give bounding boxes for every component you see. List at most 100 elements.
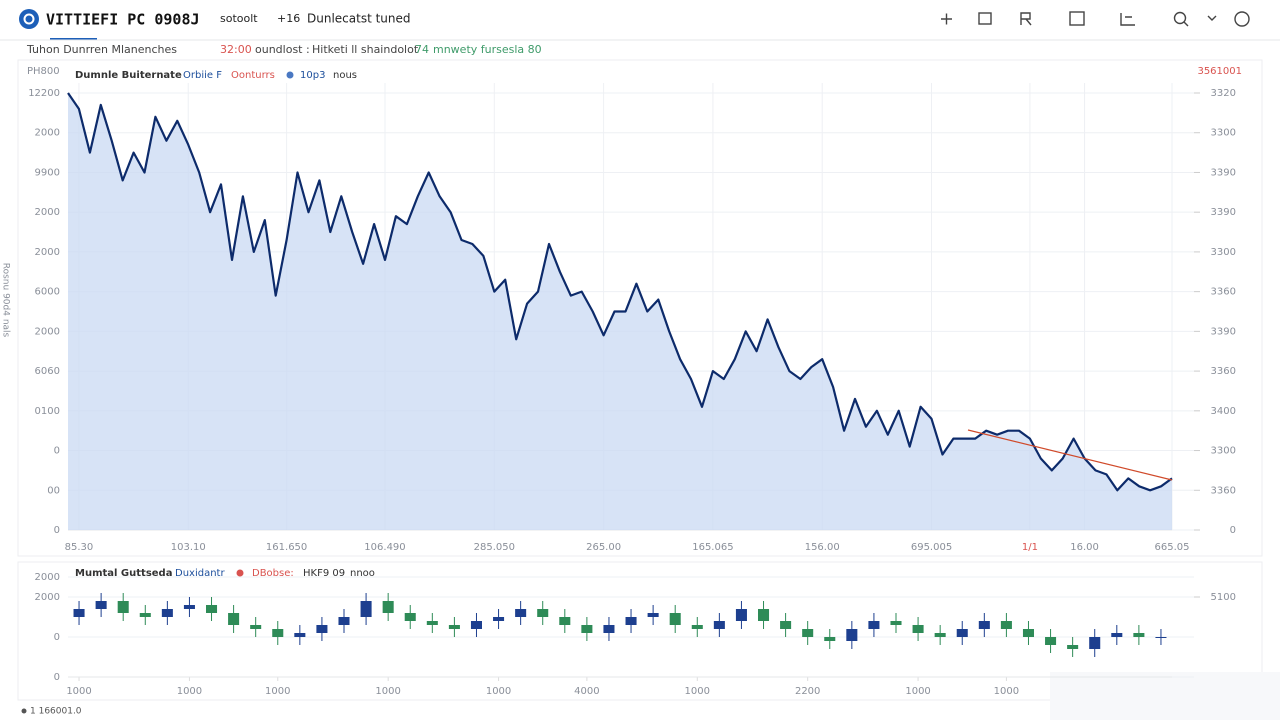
- y2-tick-label: 3360: [1211, 366, 1236, 377]
- candle-body: [294, 633, 306, 637]
- y-tick-label: 00: [47, 485, 60, 496]
- y2-tick-label: 3300: [1211, 247, 1236, 258]
- candle-body: [1067, 645, 1079, 649]
- y-tick-label: 0: [54, 632, 60, 643]
- candle-body: [161, 609, 173, 617]
- candle-body: [691, 625, 703, 629]
- candle-body: [890, 621, 902, 625]
- y-tick-label: 2000: [35, 592, 60, 603]
- candle-body: [515, 609, 527, 617]
- y-tick-label: 0: [54, 446, 60, 457]
- candle-body: [1111, 633, 1123, 637]
- trend-line: [967, 429, 1173, 481]
- info-value: 74: [415, 43, 429, 56]
- candle-body: [272, 629, 284, 637]
- main-panel: [17, 59, 1263, 557]
- y2-tick-label: 3300: [1211, 446, 1236, 457]
- x-tick-label: 103.10: [171, 542, 206, 553]
- x-tick-label: 1000: [905, 686, 930, 697]
- candle-body: [250, 625, 262, 629]
- x-tick-label: 1000: [685, 686, 710, 697]
- search-button[interactable]: [1173, 11, 1187, 25]
- candle-body: [404, 613, 416, 621]
- candle-body: [978, 621, 990, 629]
- x-tick-label: 156.00: [805, 542, 840, 553]
- candle-body: [581, 625, 593, 633]
- candle-body: [537, 609, 549, 617]
- unit-label: PH800: [27, 66, 60, 77]
- settings-button[interactable]: [1234, 11, 1250, 27]
- logo-ring: [23, 13, 35, 25]
- candle-body: [1022, 629, 1034, 637]
- tab[interactable]: sotoolt: [220, 12, 258, 25]
- legend-series: Dumnle Buiternate: [75, 70, 182, 81]
- dropdown-button[interactable]: [1207, 15, 1217, 21]
- y-tick-label: 12200: [28, 88, 60, 99]
- y-tick-label: 2000: [35, 128, 60, 139]
- active-tab-indicator: [50, 38, 97, 40]
- legend-item: nnoo: [350, 568, 375, 579]
- candle-body: [95, 601, 107, 609]
- info-value: 32:00: [220, 43, 252, 56]
- candle-body: [912, 625, 924, 633]
- info-text: oundlost :: [255, 43, 310, 56]
- layout-button[interactable]: [1120, 13, 1135, 26]
- indicator-button[interactable]: [1020, 12, 1032, 26]
- y2-tick-label: 3390: [1211, 167, 1236, 178]
- legend-dot: [286, 71, 294, 79]
- candle-body: [956, 629, 968, 637]
- y-tick-label: 9900: [35, 167, 60, 178]
- candle-body: [228, 613, 240, 625]
- sub-panel: [17, 561, 1263, 701]
- toolbar: [941, 11, 1250, 27]
- candle-body: [735, 609, 747, 621]
- candle-body: [625, 617, 637, 625]
- y2-tick-label: 3390: [1211, 326, 1236, 337]
- x-tick-label: 4000: [574, 686, 599, 697]
- y-tick-label: 0100: [35, 406, 60, 417]
- y2-tick-label: 3360: [1211, 485, 1236, 496]
- calendar-button[interactable]: [978, 12, 992, 25]
- search-handle: [1183, 21, 1189, 27]
- candle-body: [713, 621, 725, 629]
- candle-body: [758, 609, 770, 621]
- legend-item: HKF9 09: [303, 568, 345, 579]
- candle-body: [206, 605, 218, 613]
- candle-body: [426, 621, 438, 625]
- legend-item: Orbiie F: [183, 70, 222, 81]
- candle-body: [139, 613, 151, 617]
- y2-tick-label: 3390: [1211, 207, 1236, 218]
- price-label: 3561001: [1197, 66, 1242, 77]
- tab[interactable]: Dunlecatst tuned: [307, 12, 411, 26]
- legend-title: Mumtal Guttseda: [75, 568, 172, 579]
- x-tick-label: 85.30: [65, 542, 94, 553]
- candle-body: [1155, 637, 1167, 638]
- y-tick-label: 2000: [35, 326, 60, 337]
- crosshair-button[interactable]: [941, 13, 952, 25]
- x-tick-label: 1000: [375, 686, 400, 697]
- candle-body: [868, 621, 880, 629]
- candle-body: [448, 625, 460, 629]
- candle-body: [1133, 633, 1145, 637]
- candle-body: [316, 625, 328, 633]
- x-tick-label: 2200: [795, 686, 820, 697]
- info-text: Tuhon Dunrren Mlanenches: [26, 43, 177, 56]
- y-tick-label: 2000: [35, 247, 60, 258]
- candle-body: [470, 621, 482, 629]
- y2-tick-label: 0: [1230, 525, 1236, 536]
- y2-tick-label: 3300: [1211, 128, 1236, 139]
- app-title: VITTIEFI PC 0908J: [46, 11, 200, 29]
- candle-body: [493, 617, 505, 621]
- tab[interactable]: +16: [277, 12, 300, 25]
- y-tick-label: 0: [54, 672, 60, 683]
- y-tick-label: 2000: [35, 207, 60, 218]
- candle-body: [1045, 637, 1057, 645]
- candle-body: [802, 629, 814, 637]
- x-tick-label: 665.05: [1155, 542, 1190, 553]
- chart-type-button[interactable]: [1069, 11, 1085, 26]
- candle-body: [117, 601, 129, 613]
- x-tick-label: 1000: [265, 686, 290, 697]
- x-tick-label: 1000: [994, 686, 1019, 697]
- line: [67, 92, 1173, 492]
- candle-body: [1000, 621, 1012, 629]
